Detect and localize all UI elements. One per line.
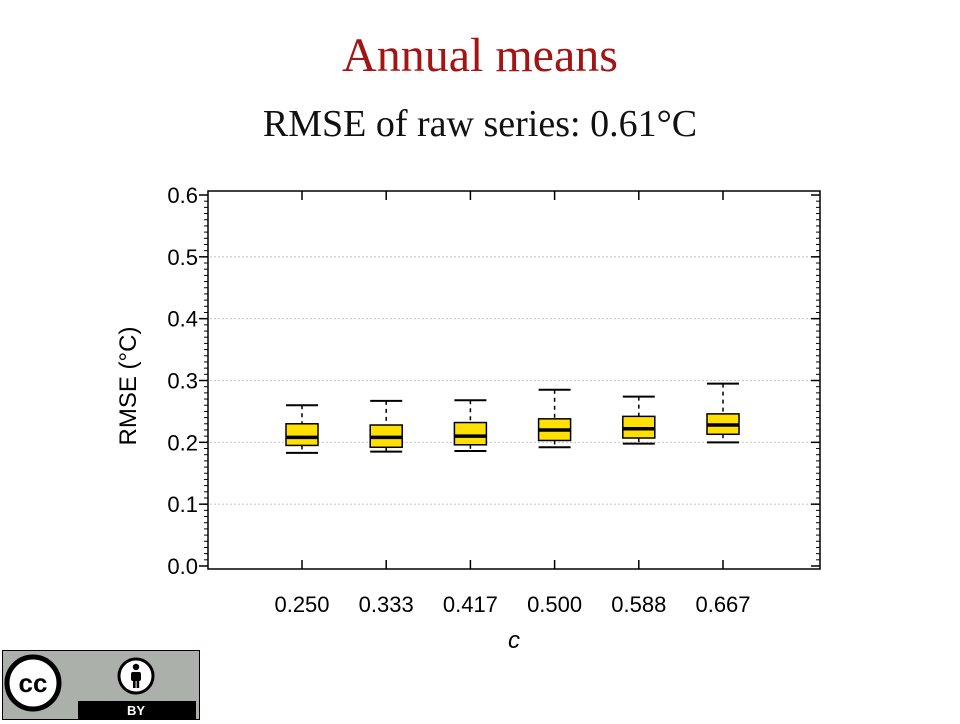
cc-by-logo: cc BY bbox=[4, 653, 196, 719]
x-tick-label: 0.667 bbox=[695, 592, 750, 617]
cc-label: cc bbox=[19, 668, 48, 698]
axis-ticks bbox=[199, 191, 820, 569]
x-tick-label: 0.250 bbox=[274, 592, 329, 617]
box-0.333 bbox=[369, 399, 403, 453]
y-axis-title: RMSE (°C) bbox=[115, 327, 142, 446]
y-tick-label: 0.5 bbox=[167, 245, 198, 270]
box-0.500 bbox=[537, 388, 572, 449]
by-label: BY bbox=[127, 703, 145, 718]
box-iqr bbox=[285, 423, 319, 447]
box-0.417 bbox=[453, 399, 488, 452]
y-tick-label: 0.1 bbox=[167, 492, 198, 517]
person-icon bbox=[117, 657, 155, 695]
box-0.250 bbox=[285, 404, 319, 454]
page-subtitle: RMSE of raw series: 0.61°C bbox=[262, 103, 698, 145]
box-0.588 bbox=[622, 395, 656, 445]
page-title: Annual means bbox=[342, 29, 618, 82]
x-tick-label: 0.417 bbox=[443, 592, 498, 617]
box-0.667 bbox=[706, 382, 740, 444]
cc-by-license-badge[interactable]: cc BY bbox=[2, 650, 200, 720]
boxplot-chart: 0.0 0.1 0.2 0.3 0.4 0.5 0.6 0.250 0.333 0.417 0.50… bbox=[115, 183, 821, 650]
x-axis-title: c bbox=[508, 627, 520, 650]
x-tick-label: 0.500 bbox=[527, 592, 582, 617]
y-tick-label: 0.0 bbox=[167, 554, 198, 579]
axis-labels: 0.0 0.1 0.2 0.3 0.4 0.5 0.6 0.250 0.333 0.417 0.50… bbox=[167, 183, 750, 617]
y-tick-label: 0.3 bbox=[167, 369, 198, 394]
box-iqr bbox=[453, 421, 488, 446]
x-tick-label: 0.333 bbox=[359, 592, 414, 617]
boxes bbox=[285, 382, 740, 454]
y-tick-label: 0.2 bbox=[167, 430, 198, 455]
cc-icon bbox=[4, 654, 62, 712]
x-tick-label: 0.588 bbox=[611, 592, 666, 617]
y-tick-label: 0.6 bbox=[167, 183, 198, 208]
y-tick-label: 0.4 bbox=[167, 307, 198, 332]
gridlines bbox=[210, 256, 818, 505]
